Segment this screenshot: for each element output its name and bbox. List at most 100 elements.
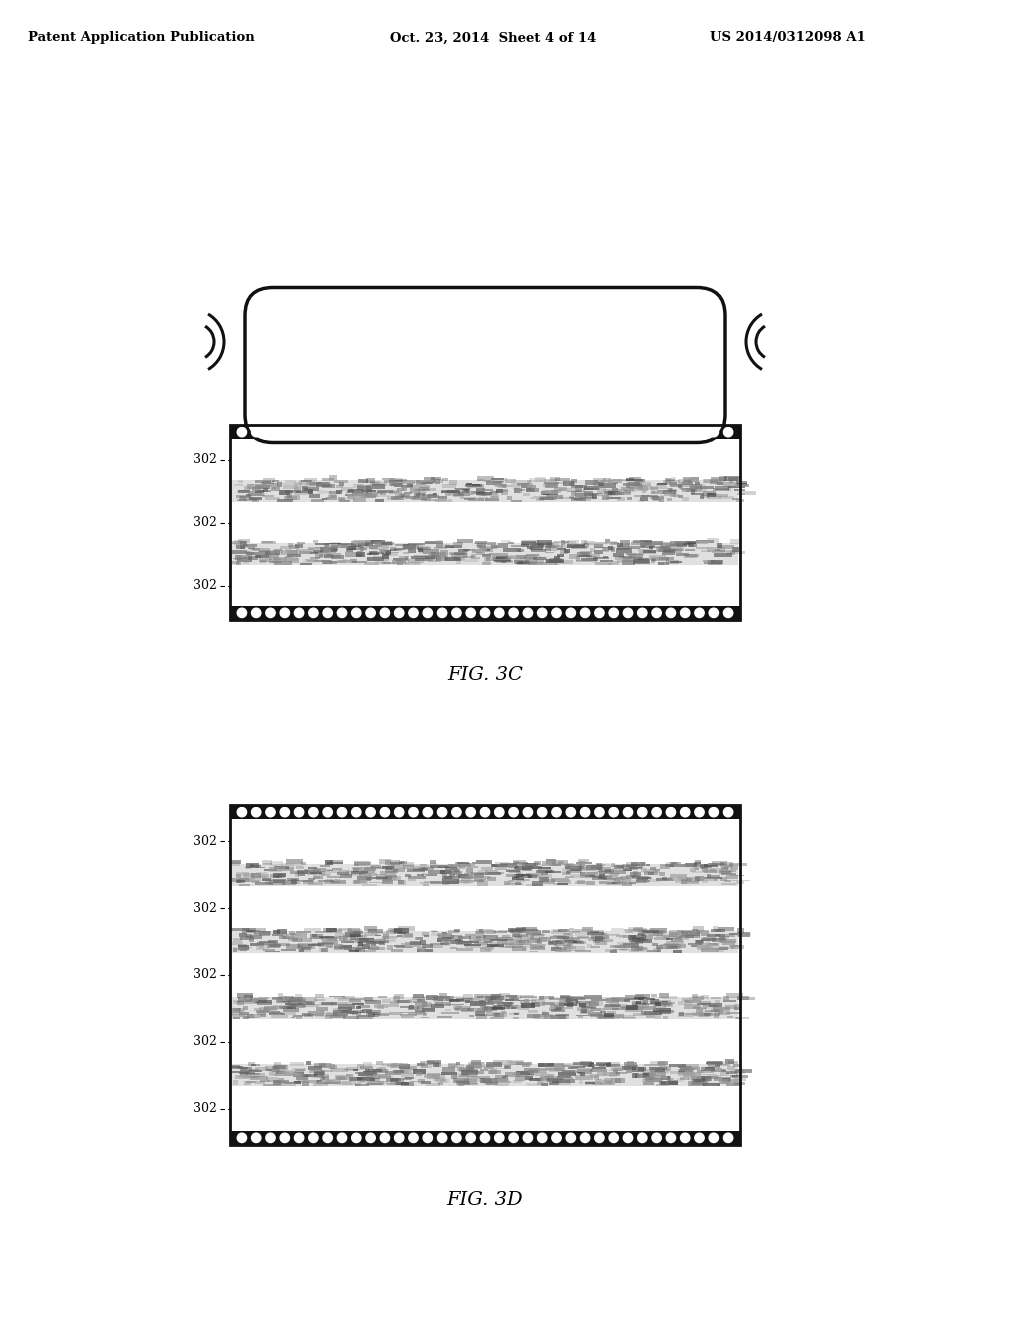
Bar [437, 1015, 453, 1018]
Bar [245, 1016, 255, 1019]
Bar [512, 935, 528, 937]
Bar [671, 484, 682, 487]
Bar [549, 546, 557, 550]
Bar [271, 560, 279, 562]
Bar [316, 1074, 329, 1078]
Bar [434, 1002, 451, 1006]
Bar [696, 541, 709, 544]
Bar [439, 479, 443, 483]
Bar [349, 545, 360, 548]
Bar [628, 553, 643, 556]
Bar [585, 874, 595, 878]
Bar [321, 937, 337, 940]
Bar [455, 1007, 461, 1010]
Bar [519, 561, 537, 564]
Bar [271, 869, 279, 871]
Bar [703, 863, 709, 867]
Bar [497, 939, 508, 944]
Bar [290, 1005, 295, 1007]
Bar [534, 861, 541, 865]
Bar [317, 1080, 322, 1082]
Bar [259, 941, 275, 942]
Bar [339, 870, 350, 873]
Bar [381, 562, 398, 564]
Bar [476, 553, 484, 556]
Bar [685, 549, 695, 550]
Bar [539, 866, 551, 870]
Bar [500, 945, 515, 948]
Bar [425, 556, 440, 560]
Bar [564, 865, 570, 866]
Bar [237, 879, 241, 883]
Bar [698, 1008, 707, 1010]
Bar [344, 939, 360, 942]
Bar [597, 486, 606, 491]
Bar [645, 936, 652, 940]
Bar [232, 1010, 243, 1015]
Bar [352, 1003, 364, 1006]
Bar [582, 1063, 591, 1065]
Bar [705, 876, 722, 879]
Bar [414, 1002, 427, 1003]
Circle shape [681, 1133, 690, 1143]
Bar [578, 859, 589, 863]
Bar [670, 865, 685, 867]
Bar [479, 1002, 494, 1005]
Bar [296, 1077, 308, 1080]
Bar [443, 941, 451, 945]
Bar [326, 491, 332, 494]
Bar [265, 1065, 279, 1071]
Bar [612, 1007, 620, 1010]
Bar [592, 876, 606, 880]
Bar [408, 1006, 419, 1010]
Bar [353, 880, 367, 883]
Bar [714, 494, 728, 498]
Bar [699, 495, 705, 499]
Bar [259, 552, 270, 554]
Circle shape [624, 808, 633, 817]
Bar [731, 1074, 748, 1078]
Bar [420, 480, 433, 482]
Bar [559, 999, 565, 1003]
Bar [657, 491, 671, 492]
Bar [361, 870, 375, 873]
Bar [709, 869, 722, 873]
Bar [404, 1077, 411, 1080]
Bar [649, 1072, 666, 1076]
Bar [539, 869, 552, 873]
Bar [391, 876, 401, 880]
Bar [632, 486, 648, 491]
Circle shape [523, 1133, 532, 1143]
Bar [372, 482, 387, 486]
Bar [259, 944, 269, 949]
Bar [400, 942, 411, 946]
Bar [614, 491, 622, 495]
Bar [546, 863, 561, 865]
Bar [603, 878, 615, 880]
Bar [662, 550, 675, 554]
Bar [425, 541, 443, 544]
Bar [643, 1072, 654, 1074]
Circle shape [667, 1133, 676, 1143]
Bar [530, 944, 546, 945]
Bar [667, 1076, 672, 1081]
Bar [567, 491, 582, 492]
Bar [308, 882, 323, 886]
Bar [249, 1071, 262, 1072]
Bar [356, 937, 374, 942]
Bar [466, 875, 479, 879]
Bar [593, 560, 597, 564]
Bar [651, 994, 656, 998]
Bar [712, 861, 726, 866]
Bar [689, 997, 701, 1001]
Bar [629, 935, 639, 937]
Bar [643, 879, 660, 882]
Bar [629, 936, 640, 940]
Bar [514, 560, 523, 562]
Bar [300, 997, 316, 1002]
Bar [543, 879, 548, 882]
Bar [650, 1001, 664, 1003]
Bar [519, 863, 527, 867]
Bar [362, 883, 377, 886]
Bar [514, 488, 520, 494]
